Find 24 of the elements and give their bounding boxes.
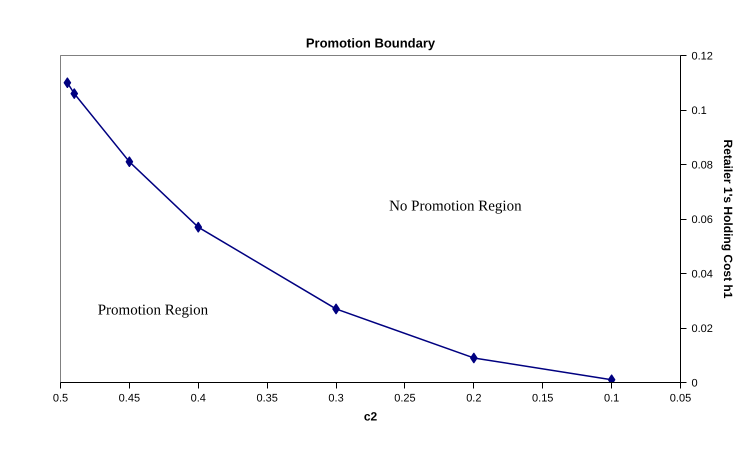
point [194, 222, 202, 233]
x-tick-label: 0.45 [118, 392, 140, 404]
x-tick-label: 0.05 [670, 392, 692, 404]
x-tick-label: 0.5 [52, 392, 68, 404]
x-tick-label: 0.3 [328, 392, 344, 404]
y2-tick-label: 0.02 [692, 323, 713, 335]
y2-tick-label: 0.04 [692, 268, 713, 280]
point [70, 88, 78, 100]
x-axis-title: c2 [364, 410, 378, 424]
y2-tick-label: 0.12 [692, 50, 713, 62]
y2-tick-label: 0.06 [692, 214, 713, 226]
annotation: Promotion Region [98, 302, 209, 319]
y2-tick-label: 0.1 [692, 105, 707, 117]
annotation: No Promotion Region [389, 198, 522, 214]
y2-tick-label: 0 [692, 378, 698, 390]
x-tick-label: 0.4 [190, 392, 206, 404]
x-tick-label: 0.25 [394, 392, 416, 404]
chart-title: Promotion Boundary [306, 36, 436, 50]
y2-axis-title: Retailer 1's Holding Cost h1 [720, 140, 735, 299]
x-tick-label: 0.15 [532, 392, 554, 404]
y2-tick-label: 0.08 [692, 160, 713, 172]
x-tick-label: 0.35 [256, 392, 278, 404]
x-tick-label: 0.2 [466, 392, 482, 404]
x-tick-label: 0.1 [604, 392, 620, 404]
